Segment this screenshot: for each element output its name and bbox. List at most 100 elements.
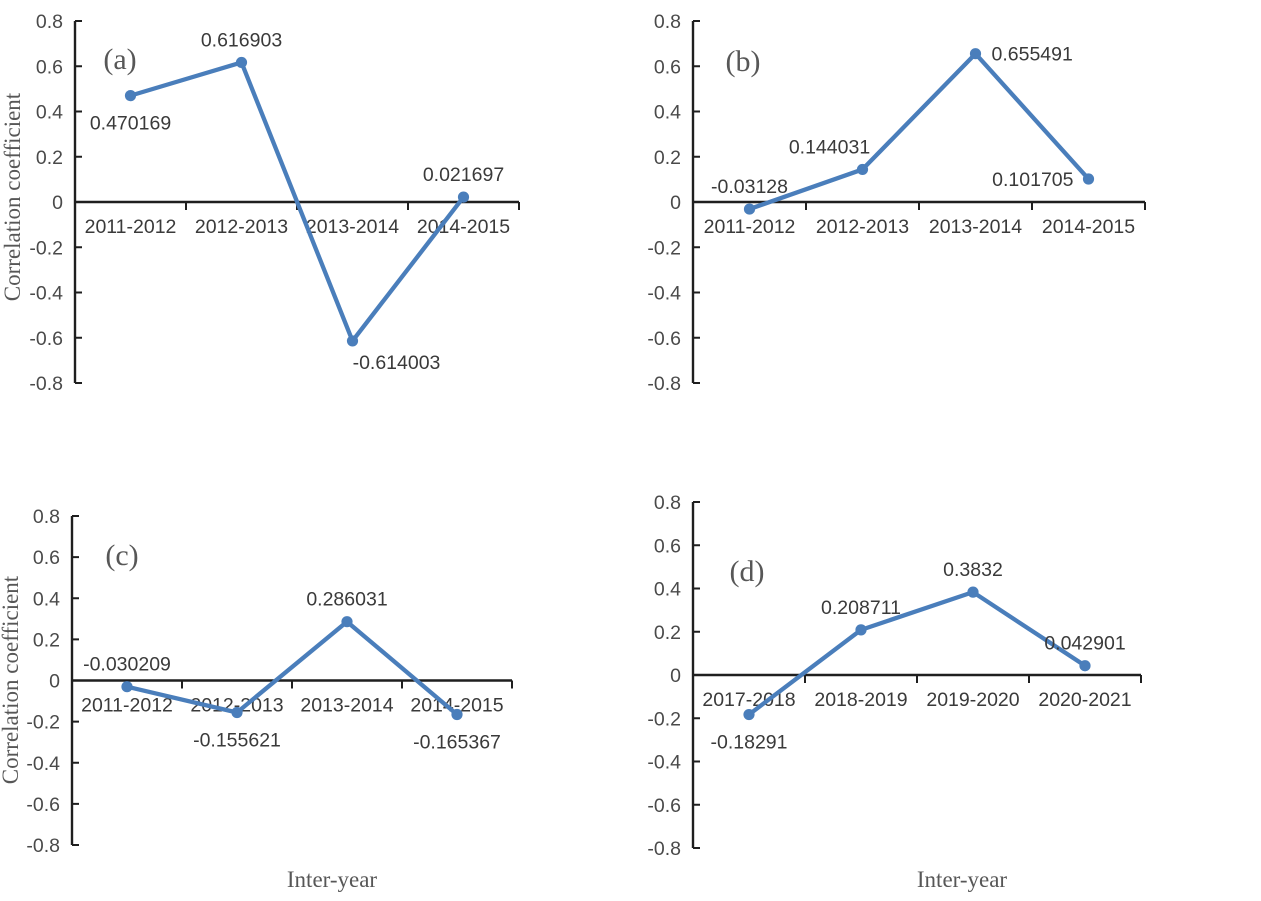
y-tick-label: 0.2 (654, 622, 681, 644)
y-tick-label: 0.8 (654, 11, 681, 33)
y-tick-label: 0.8 (36, 11, 63, 33)
y-tick-label: -0.4 (29, 283, 63, 305)
y-tick-label: 0 (49, 671, 60, 693)
data-point-label: -0.155621 (193, 729, 281, 751)
data-point-marker (856, 163, 869, 176)
data-point-label: 0.470169 (90, 113, 171, 135)
y-tick-label: -0.8 (26, 835, 60, 857)
category-label: 2012-2013 (816, 216, 909, 238)
chart-panel-d: 0.8 0.6 0.4 0.2 0 -0.2 -0.4 -0.6 -0.8 2017-2018 20… (630, 450, 1261, 901)
data-point-label: 0.616903 (201, 29, 282, 51)
x-axis-title: Inter-year (917, 867, 1008, 892)
y-tick-label: -0.8 (647, 838, 681, 860)
line-chart-c: 0.8 0.6 0.4 0.2 0 -0.2 -0.4 -0.6 -0.8 2011-2012 20… (0, 506, 513, 892)
y-tick-label: 0.6 (36, 56, 63, 78)
y-tick-label: -0.2 (647, 237, 681, 259)
chart-panel-b: 0.8 0.6 0.4 0.2 0 -0.2 -0.4 -0.6 -0.8 2011-2012 20… (630, 0, 1261, 440)
category-label: 2011-2012 (704, 216, 796, 238)
y-tick-label: -0.2 (647, 708, 681, 730)
data-point-marker (235, 56, 248, 69)
category-label: 2012-2013 (195, 216, 288, 238)
data-point-label: -0.614003 (353, 352, 441, 374)
panel-letter: (a) (103, 43, 136, 76)
data-point-marker (967, 586, 979, 598)
y-tick-label: 0.2 (654, 147, 681, 169)
y-tick-label: 0.4 (33, 588, 60, 610)
y-tick-label: 0 (52, 192, 63, 214)
y-tick-label: 0.8 (33, 506, 60, 528)
data-point-marker (457, 191, 470, 203)
data-point-label: -0.03128 (711, 176, 788, 198)
y-tick-label: 0.2 (36, 147, 63, 169)
y-tick-label: -0.2 (26, 712, 60, 734)
y-tick-label: 0.6 (33, 547, 60, 569)
y-tick-label: -0.4 (647, 752, 681, 774)
data-point-marker (1082, 173, 1095, 185)
y-tick-label: -0.6 (647, 328, 681, 350)
data-point-marker (1079, 660, 1091, 672)
category-label: 2013-2014 (300, 695, 393, 717)
y-tick-label: -0.4 (26, 753, 60, 775)
data-point-marker (451, 708, 463, 721)
y-tick-label: -0.6 (647, 795, 681, 817)
y-tick-label: 0.4 (654, 102, 681, 124)
y-tick-label: -0.8 (647, 373, 681, 395)
y-axis-title: Correlation coefficient (0, 92, 25, 301)
category-label: 2013-2014 (929, 216, 1022, 238)
data-point-label: -0.165367 (413, 732, 501, 754)
category-label: 2020-2021 (1038, 689, 1131, 711)
panel-letter: (b) (726, 45, 761, 78)
category-label: 2014-2015 (1042, 216, 1135, 238)
data-point-label: 0.286031 (306, 589, 387, 611)
data-point-label: 0.144031 (789, 136, 870, 158)
chart-panel-c: 0.8 0.6 0.4 0.2 0 -0.2 -0.4 -0.6 -0.8 2011-2012 20… (0, 450, 630, 901)
category-label: 2011-2012 (81, 695, 173, 717)
data-point-marker (969, 48, 982, 60)
chart-panel-a: 0.8 0.6 0.4 0.2 0 -0.2 -0.4 -0.6 -0.8 2011-2012 20… (0, 0, 630, 440)
y-axis-title: Correlation coefficient (0, 575, 23, 784)
line-chart-a: 0.8 0.6 0.4 0.2 0 -0.2 -0.4 -0.6 -0.8 2011-2012 20… (0, 11, 520, 395)
category-label: 2019-2020 (926, 689, 1019, 711)
category-label: 2014-2015 (417, 216, 510, 238)
data-point-marker (743, 708, 755, 721)
series-line (124, 619, 460, 717)
line-chart-b: 0.8 0.6 0.4 0.2 0 -0.2 -0.4 -0.6 -0.8 2011-2012 20… (647, 11, 1146, 395)
data-point-marker (341, 616, 353, 628)
data-point-label: 0.208711 (821, 597, 901, 619)
y-tick-label: -0.4 (647, 283, 681, 305)
category-label: 2011-2012 (85, 216, 177, 238)
data-point-marker (855, 624, 867, 636)
panel-letter: (c) (105, 539, 138, 572)
category-label: 2018-2019 (814, 689, 907, 711)
y-tick-label: 0.6 (654, 535, 681, 557)
y-tick-label: -0.2 (29, 237, 63, 259)
data-point-marker (743, 203, 756, 215)
category-label: 2014-2015 (410, 695, 503, 717)
panel-letter: (d) (730, 555, 765, 588)
data-point-label: 0.101705 (992, 169, 1073, 191)
x-axis-title: Inter-year (287, 867, 378, 892)
data-point-marker (346, 335, 359, 347)
data-point-marker (124, 90, 137, 102)
data-point-label: 0.021697 (423, 164, 504, 186)
series-line (747, 51, 1091, 212)
data-point-label: -0.18291 (711, 732, 788, 754)
series-line (746, 589, 1088, 717)
y-tick-label: -0.8 (29, 373, 63, 395)
y-tick-label: -0.6 (26, 794, 60, 816)
y-tick-label: 0.2 (33, 629, 60, 651)
y-tick-label: 0.6 (654, 56, 681, 78)
y-tick-label: 0.4 (36, 102, 63, 124)
y-tick-label: -0.6 (29, 328, 63, 350)
y-tick-label: 0 (670, 665, 681, 687)
data-point-marker (231, 706, 243, 719)
y-tick-label: 0.4 (654, 579, 681, 601)
y-tick-label: 0 (670, 192, 681, 214)
category-label: 2012-2013 (190, 695, 283, 717)
series-line (128, 60, 466, 344)
data-point-label: -0.030209 (83, 654, 171, 676)
data-point-marker (121, 681, 133, 693)
data-point-label: 0.042901 (1044, 633, 1125, 655)
